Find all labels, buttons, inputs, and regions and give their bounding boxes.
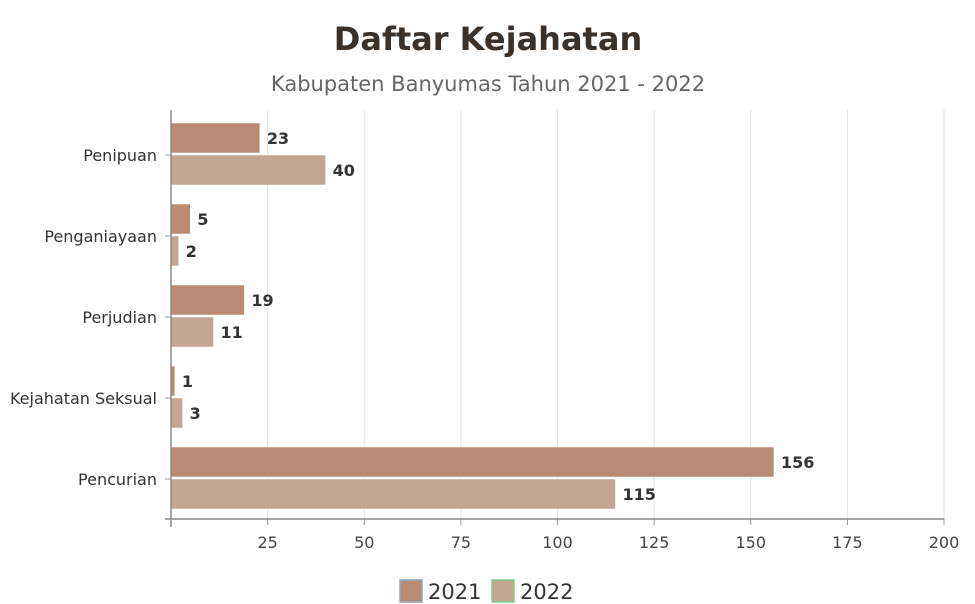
bar-2022[interactable]: [170, 235, 179, 267]
data-label: 156: [781, 453, 814, 472]
category-label: Penipuan: [83, 146, 157, 165]
bar-2022[interactable]: [170, 154, 326, 186]
gridlines: [267, 110, 945, 519]
legend-label[interactable]: 2022: [520, 580, 573, 604]
data-label: 5: [197, 210, 208, 229]
data-label: 11: [221, 323, 243, 342]
category-label: Kejahatan Seksual: [10, 389, 157, 408]
data-label: 3: [190, 404, 201, 423]
x-tick-label: 25: [257, 533, 277, 552]
x-tick-label: 150: [735, 533, 766, 552]
x-tick-label: 125: [639, 533, 670, 552]
legend-label[interactable]: 2021: [428, 580, 481, 604]
data-label: 19: [251, 291, 273, 310]
bar-2021[interactable]: [170, 203, 191, 235]
chart-title: Daftar Kejahatan: [334, 20, 642, 58]
bar-2022[interactable]: [170, 316, 214, 348]
x-tick-label: 50: [354, 533, 374, 552]
category-label: Pencurian: [78, 470, 157, 489]
x-tick-label: 175: [832, 533, 863, 552]
category-label: Penganiayaan: [44, 227, 157, 246]
category-label: Perjudian: [82, 308, 157, 327]
x-tick-label: 75: [451, 533, 471, 552]
data-label: 115: [622, 485, 655, 504]
data-label: 23: [267, 129, 289, 148]
legend[interactable]: 2021 2022: [399, 579, 573, 604]
legend-swatch-2021[interactable]: [399, 579, 423, 603]
data-label: 1: [182, 372, 193, 391]
bar-2021[interactable]: [170, 122, 261, 154]
legend-swatch-2022[interactable]: [491, 579, 515, 603]
x-tick-label: 200: [929, 533, 960, 552]
bar-2021[interactable]: [170, 446, 775, 478]
data-label: 40: [333, 161, 355, 180]
bar-2021[interactable]: [170, 284, 245, 316]
bar-2022[interactable]: [170, 397, 183, 429]
bar-2022[interactable]: [170, 478, 616, 510]
x-tick-label: 100: [542, 533, 573, 552]
axes: 25 50 75 100 125 150 175 200PenipuanPenganiayaa…: [10, 110, 959, 552]
chart-subtitle: Kabupaten Banyumas Tahun 2021 - 2022: [271, 72, 705, 96]
data-label: 2: [186, 242, 197, 261]
